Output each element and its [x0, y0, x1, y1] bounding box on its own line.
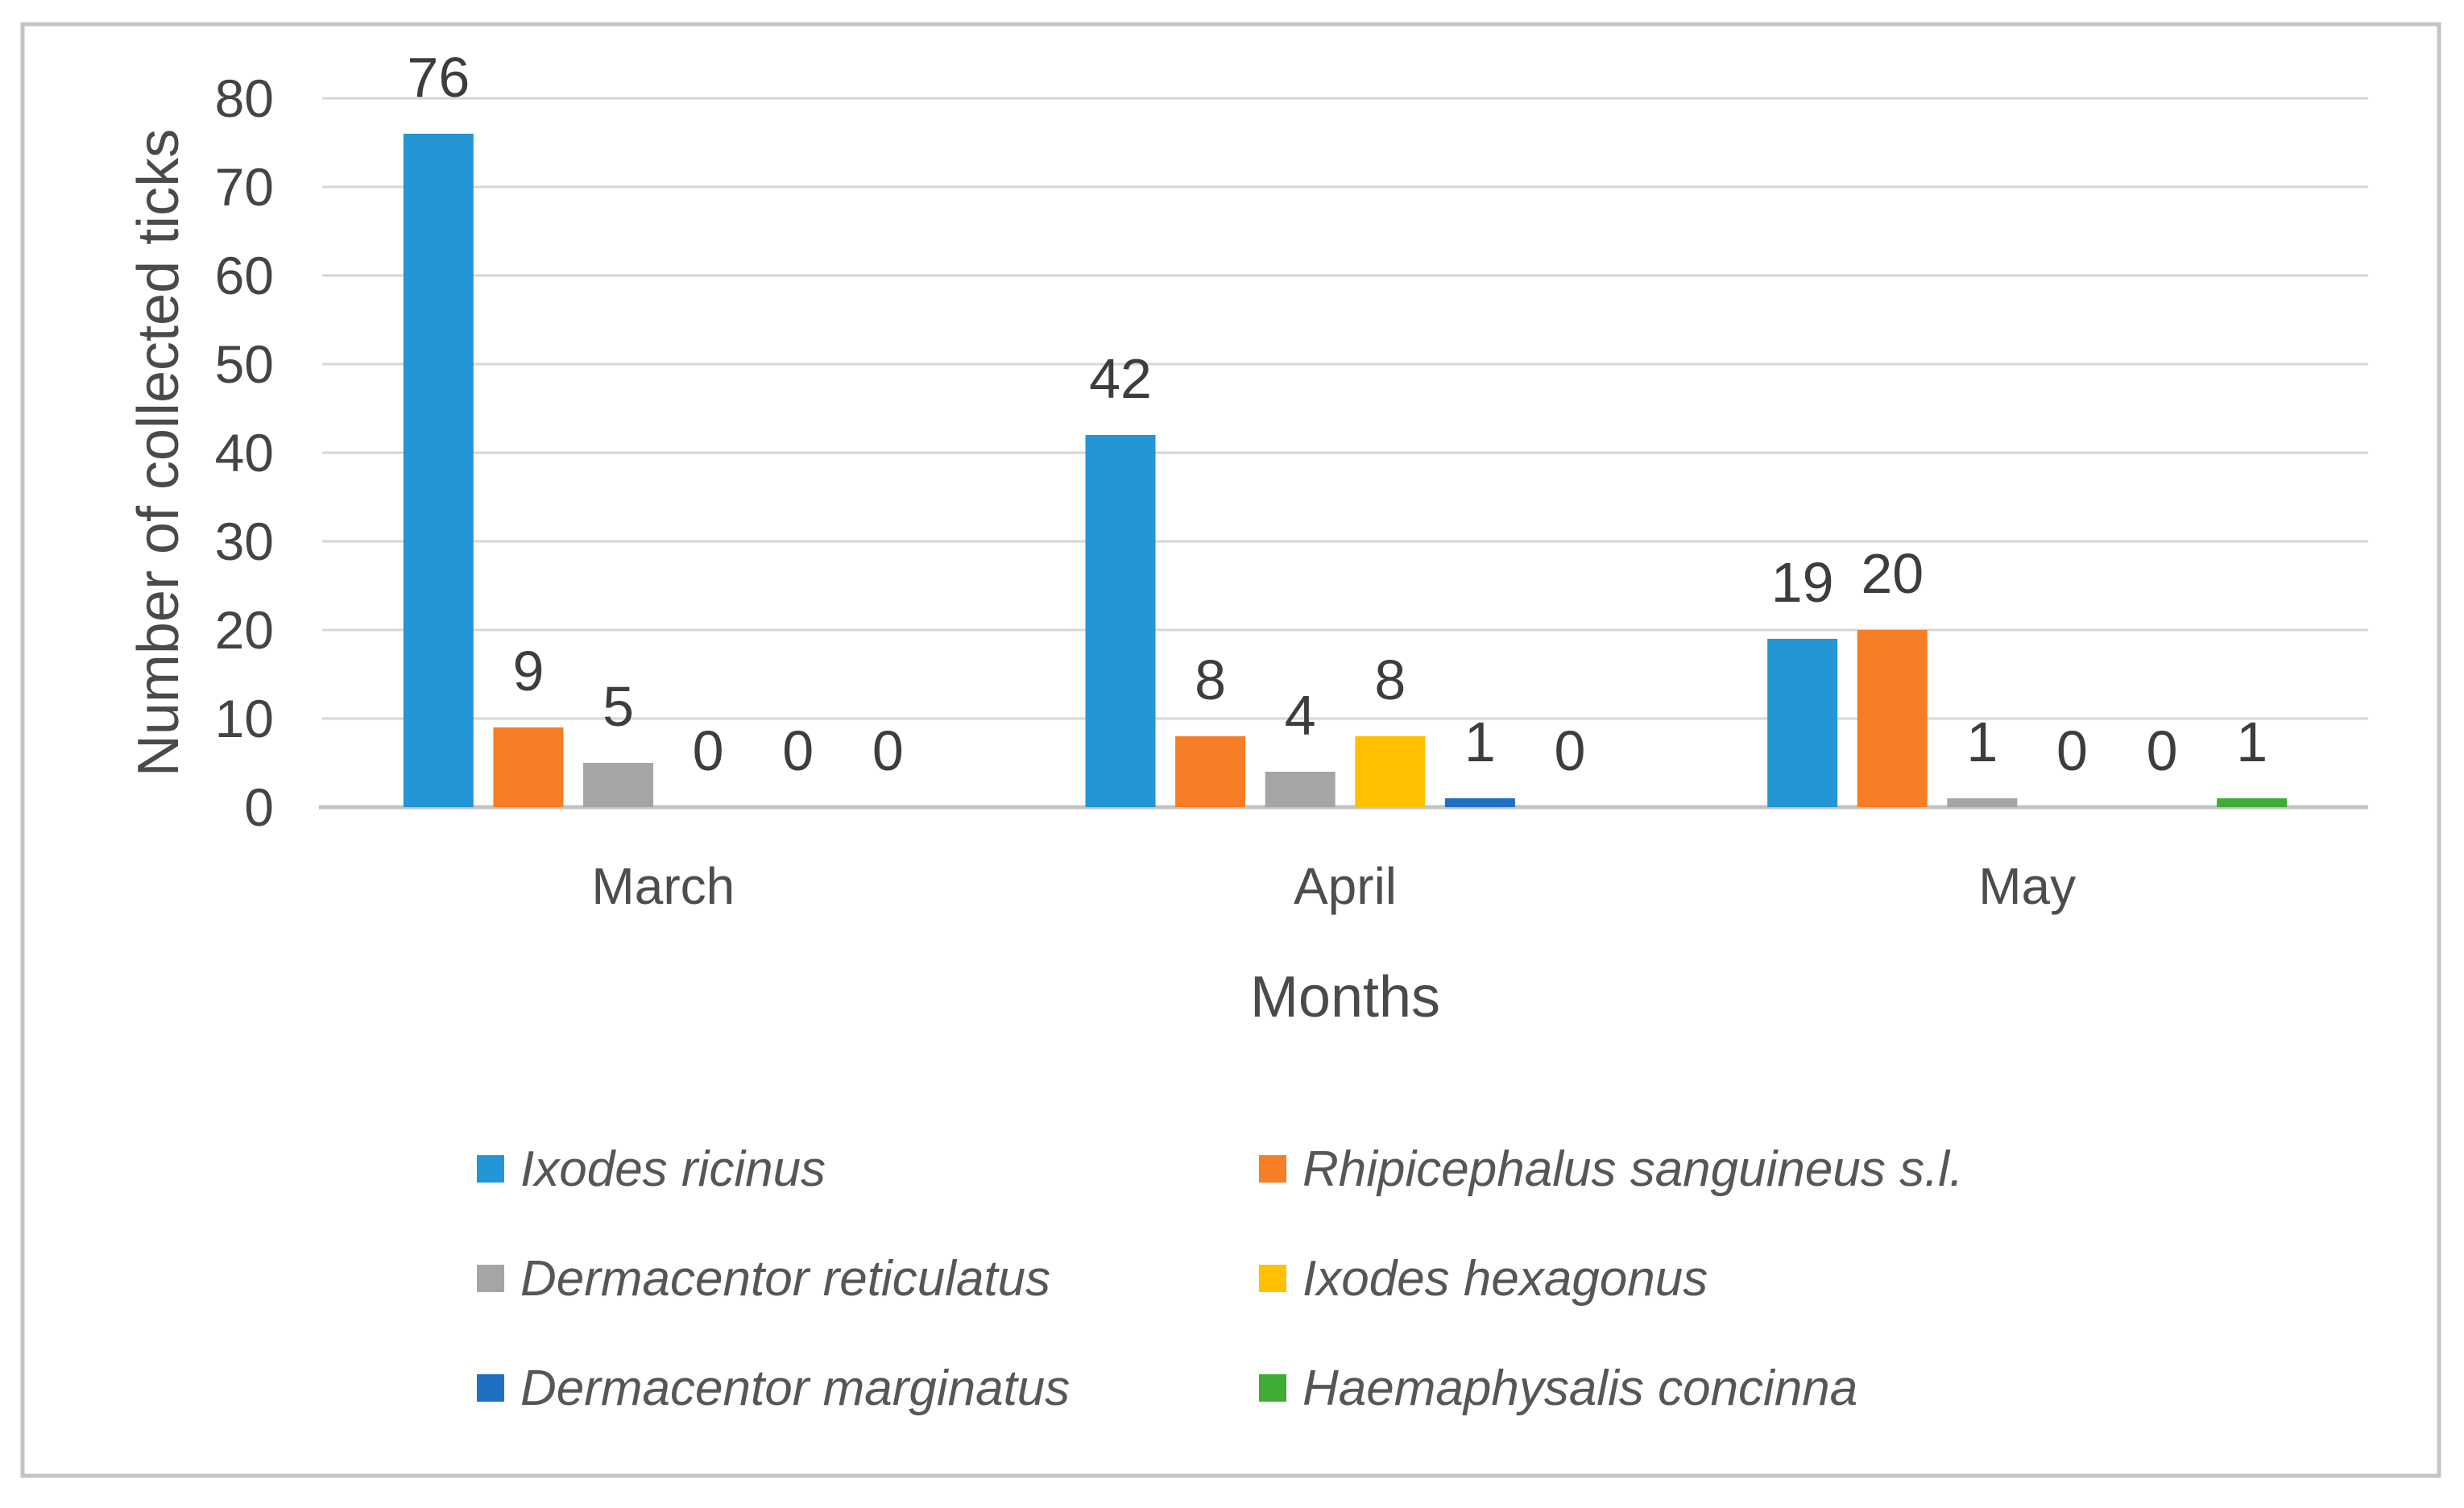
y-tick-label-30: 30	[215, 512, 274, 571]
y-tick-label-40: 40	[215, 423, 274, 483]
legend-label-ixodes-ricinus: Ixodes ricinus	[520, 1141, 826, 1197]
value-label-april-dermacentor-reticulatus: 4	[1285, 684, 1316, 747]
bar-may-dermacentor-reticulatus	[1947, 798, 2018, 807]
value-label-may-ixodes-hexagonus: 0	[2056, 719, 2088, 782]
bar-may-rhipicephalus-sanguineus-s-l	[1857, 630, 1928, 807]
y-tick-label-50: 50	[215, 334, 274, 394]
x-axis-category-labels: March April May	[591, 857, 2076, 915]
legend-label-dermacentor-marginatus: Dermacentor marginatus	[520, 1361, 1070, 1416]
legend: Ixodes ricinus Rhipicephalus sanguineus s…	[477, 1141, 1963, 1416]
bar-april-rhipicephalus-sanguineus-s-l	[1175, 736, 1246, 807]
legend-label-haemaphysalis-concinna: Haemaphysalis concinna	[1302, 1361, 1857, 1416]
legend-item-dermacentor-marginatus: Dermacentor marginatus	[477, 1361, 1070, 1416]
legend-label-ixodes-hexagonus: Ixodes hexagonus	[1302, 1251, 1708, 1307]
bar-march-ixodes-ricinus	[403, 134, 474, 807]
bar-april-ixodes-ricinus	[1085, 435, 1156, 807]
legend-label-dermacentor-reticulatus: Dermacentor reticulatus	[520, 1251, 1050, 1307]
x-tick-label-march: March	[591, 857, 735, 915]
x-tick-label-april: April	[1294, 857, 1397, 915]
legend-item-ixodes-hexagonus: Ixodes hexagonus	[1259, 1251, 1708, 1307]
value-label-march-haemaphysalis-concinna: 0	[872, 719, 904, 782]
legend-item-haemaphysalis-concinna: Haemaphysalis concinna	[1259, 1361, 1857, 1416]
value-label-may-ixodes-ricinus: 19	[1771, 551, 1834, 614]
y-tick-label-10: 10	[215, 689, 274, 748]
y-tick-label-0: 0	[244, 777, 274, 837]
legend-swatch-ixodes-hexagonus	[1259, 1265, 1286, 1292]
y-tick-label-80: 80	[215, 68, 274, 128]
x-tick-label-may: May	[1978, 857, 2076, 915]
x-axis-title: Months	[1250, 965, 1440, 1030]
y-tick-label-60: 60	[215, 246, 274, 305]
legend-swatch-dermacentor-marginatus	[477, 1374, 504, 1402]
legend-item-ixodes-ricinus: Ixodes ricinus	[477, 1141, 826, 1197]
bar-may-haemaphysalis-concinna	[2217, 798, 2288, 807]
legend-swatch-haemaphysalis-concinna	[1259, 1374, 1286, 1402]
y-axis-title: Number of collected ticks	[126, 129, 191, 777]
value-label-march-ixodes-ricinus: 76	[407, 46, 470, 109]
y-axis-tick-labels: 0 10 20 30 40 50 60 70 80	[215, 68, 274, 837]
value-label-may-dermacentor-reticulatus: 1	[1966, 710, 1998, 773]
value-label-may-rhipicephalus-sanguineus-s-l: 20	[1861, 542, 1924, 605]
value-label-march-rhipicephalus-sanguineus-s-l: 9	[512, 640, 544, 702]
bar-may-ixodes-ricinus	[1767, 639, 1838, 807]
gridlines	[322, 97, 2368, 720]
value-label-march-ixodes-hexagonus: 0	[693, 719, 724, 782]
legend-item-rhipicephalus-sanguineus-s-l: Rhipicephalus sanguineus s.l.	[1259, 1141, 1963, 1197]
bar-april-ixodes-hexagonus	[1355, 736, 1426, 807]
legend-swatch-dermacentor-reticulatus	[477, 1265, 504, 1292]
value-label-march-dermacentor-reticulatus: 5	[603, 675, 634, 738]
legend-label-rhipicephalus-sanguineus-s-l: Rhipicephalus sanguineus s.l.	[1302, 1141, 1963, 1197]
legend-swatch-rhipicephalus-sanguineus-s-l	[1259, 1155, 1286, 1183]
y-tick-label-20: 20	[215, 600, 274, 660]
legend-item-dermacentor-reticulatus: Dermacentor reticulatus	[477, 1251, 1050, 1307]
legend-swatch-ixodes-ricinus	[477, 1155, 504, 1183]
bar-march-rhipicephalus-sanguineus-s-l	[493, 727, 564, 807]
bar-march-dermacentor-reticulatus	[583, 763, 654, 807]
bar-april-dermacentor-marginatus	[1444, 798, 1515, 807]
value-label-may-dermacentor-marginatus: 0	[2147, 719, 2178, 782]
value-label-may-haemaphysalis-concinna: 1	[2236, 710, 2267, 773]
value-label-march-dermacentor-marginatus: 0	[782, 719, 814, 782]
bar-april-dermacentor-reticulatus	[1265, 772, 1336, 807]
value-label-april-haemaphysalis-concinna: 0	[1555, 719, 1586, 782]
value-label-april-dermacentor-marginatus: 1	[1464, 710, 1496, 773]
y-tick-label-70: 70	[215, 157, 274, 217]
bar-series	[403, 134, 2288, 807]
value-label-april-ixodes-ricinus: 42	[1089, 347, 1152, 410]
value-label-april-rhipicephalus-sanguineus-s-l: 8	[1195, 648, 1226, 711]
value-label-april-ixodes-hexagonus: 8	[1374, 648, 1406, 711]
